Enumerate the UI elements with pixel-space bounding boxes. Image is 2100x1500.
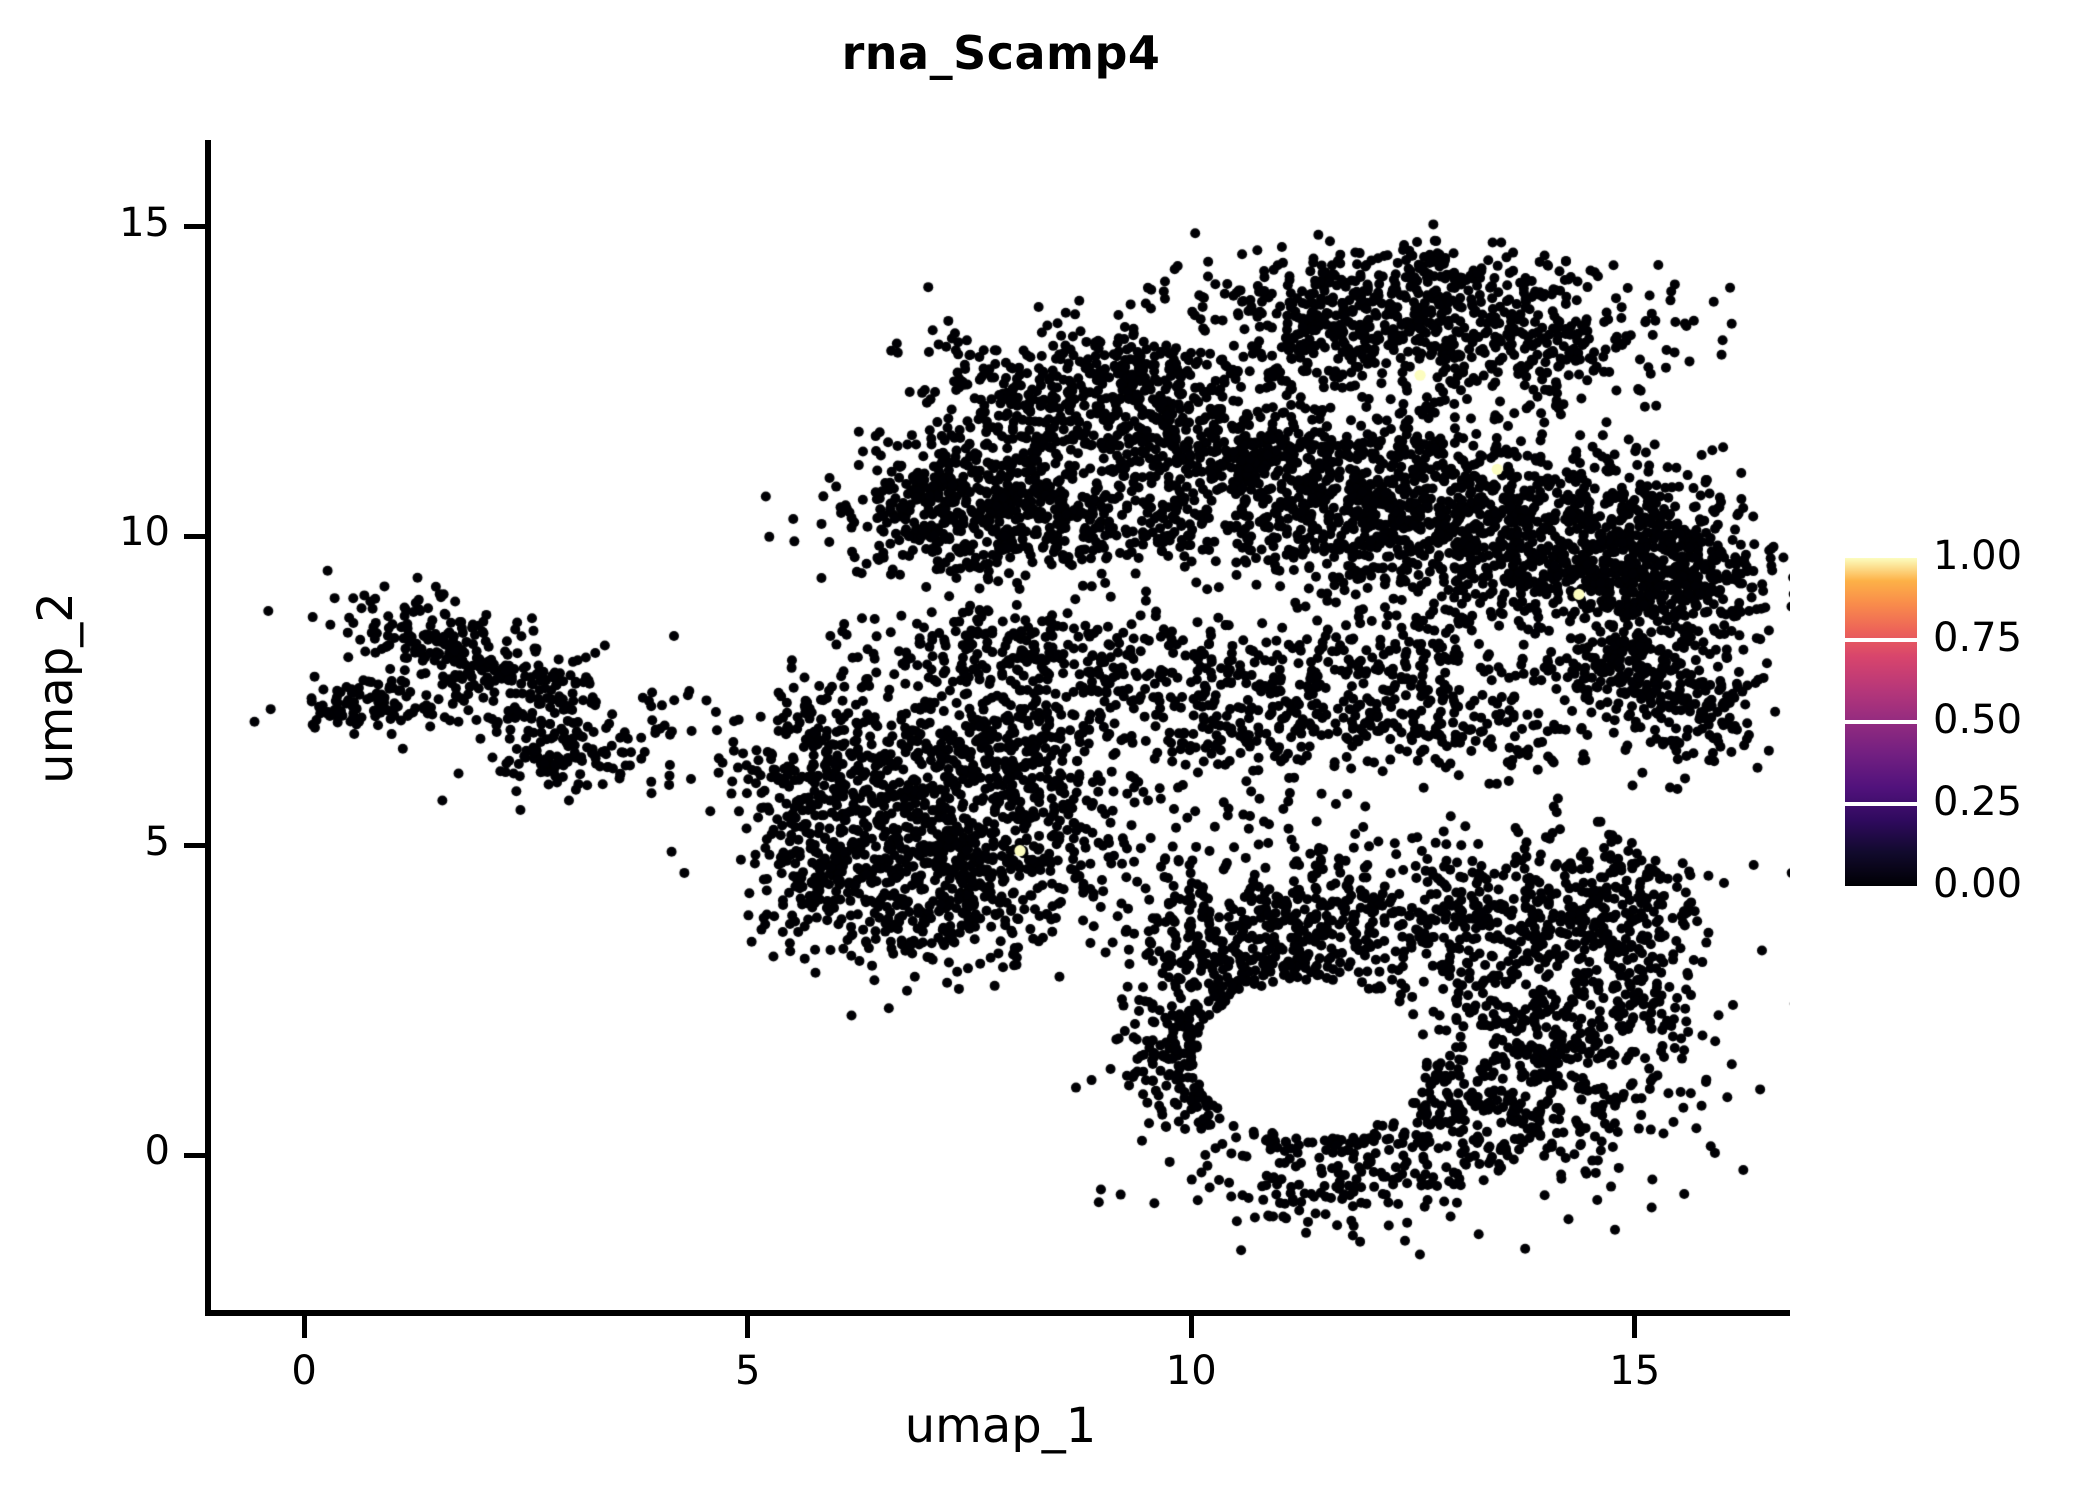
- colorbar: 0.00 0.25 0.50 0.75 1.00: [1845, 536, 2095, 904]
- y-tick-mark: [184, 224, 206, 230]
- x-tick-mark: [301, 1316, 307, 1338]
- y-tick-label: 10: [119, 509, 170, 556]
- x-tick-mark: [1632, 1316, 1638, 1338]
- y-tick-label: 5: [144, 818, 170, 865]
- colorbar-tick-label: 1.00: [1933, 533, 2023, 579]
- y-tick-mark: [184, 843, 206, 849]
- colorbar-tick-label: 0.25: [1933, 779, 2023, 825]
- y-tick-mark: [184, 1152, 206, 1158]
- y-axis-spine: [205, 140, 211, 1316]
- x-axis-label: umap_1: [904, 1398, 1097, 1454]
- page-title: rna_Scamp4: [841, 26, 1161, 80]
- colorbar-tick-mark: [1845, 802, 1917, 806]
- colorbar-tick-mark: [1845, 638, 1917, 642]
- x-tick-label: 15: [1609, 1348, 1661, 1394]
- colorbar-tick-label: 0.00: [1933, 861, 2023, 907]
- y-tick-label: 0: [144, 1128, 170, 1175]
- x-tick-mark: [1188, 1316, 1194, 1338]
- colorbar-tick-label: 0.50: [1933, 697, 2023, 743]
- x-tick-mark: [745, 1316, 751, 1338]
- colorbar-tick-mark: [1845, 720, 1917, 724]
- y-tick-label: 15: [119, 199, 170, 246]
- x-tick-label: 0: [291, 1348, 317, 1394]
- y-tick-mark: [184, 533, 206, 539]
- y-axis-label: umap_2: [28, 592, 84, 784]
- x-tick-label: 10: [1165, 1348, 1217, 1394]
- scatter-plot-canvas: [211, 140, 1790, 1310]
- x-axis-spine: [205, 1310, 1790, 1316]
- x-tick-label: 5: [734, 1348, 761, 1394]
- plot-area: [211, 140, 1790, 1310]
- colorbar-tick-label: 0.75: [1933, 615, 2023, 661]
